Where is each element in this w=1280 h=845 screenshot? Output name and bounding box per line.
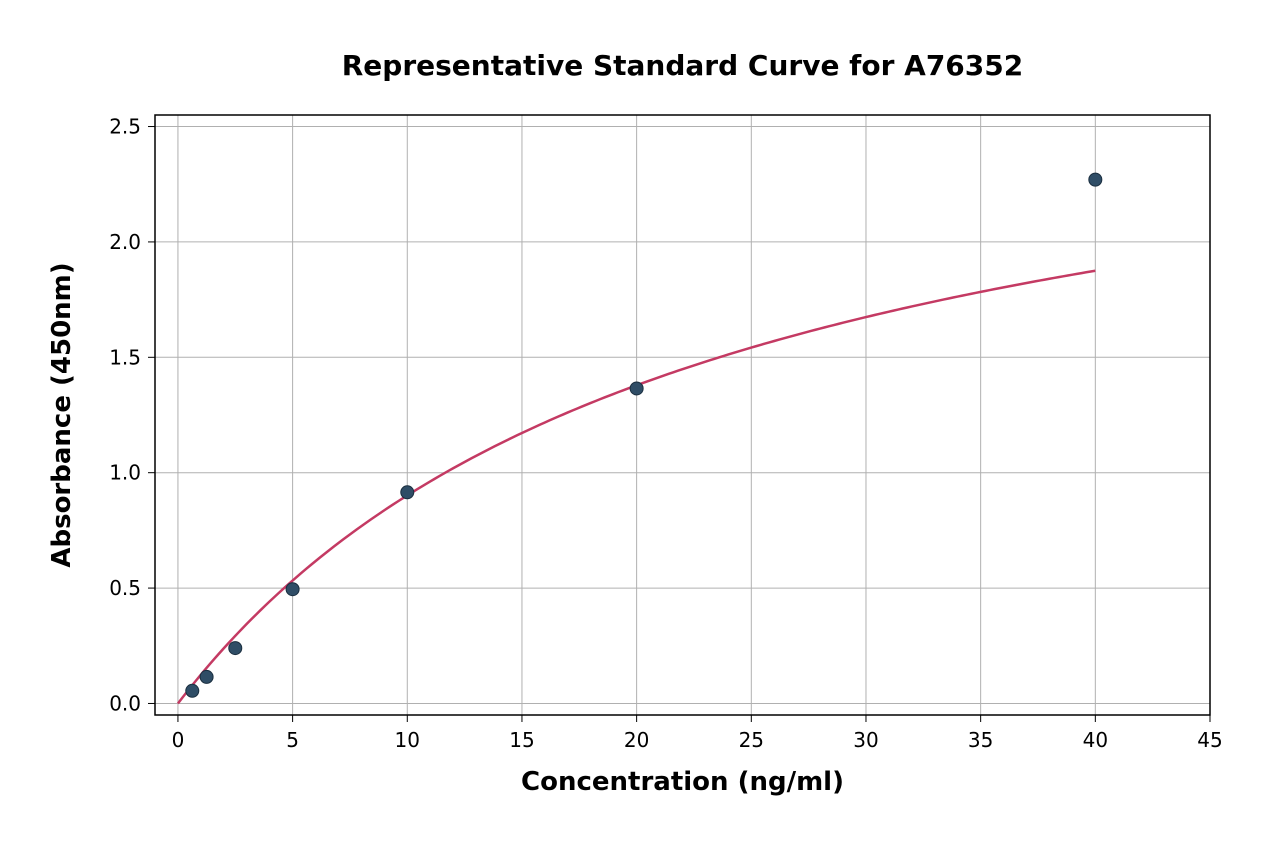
svg-text:5: 5 <box>286 728 299 752</box>
svg-text:20: 20 <box>624 728 649 752</box>
svg-text:1.0: 1.0 <box>109 461 141 485</box>
chart-title: Representative Standard Curve for A76352 <box>342 49 1024 82</box>
data-point <box>1089 173 1102 186</box>
data-point <box>630 382 643 395</box>
svg-text:0.5: 0.5 <box>109 576 141 600</box>
data-point <box>186 684 199 697</box>
svg-text:25: 25 <box>739 728 764 752</box>
svg-text:1.5: 1.5 <box>109 345 141 369</box>
data-point <box>401 486 414 499</box>
svg-text:10: 10 <box>395 728 420 752</box>
y-axis-ticks: 0.0 0.5 1.0 1.5 2.0 2.5 <box>109 115 155 716</box>
data-point <box>229 642 242 655</box>
y-axis-label: Absorbance (450nm) <box>47 262 77 567</box>
chart-svg: Representative Standard Curve for A76352… <box>0 0 1280 845</box>
chart-grid <box>155 115 1210 715</box>
svg-text:0: 0 <box>172 728 185 752</box>
svg-text:15: 15 <box>509 728 534 752</box>
x-axis-label: Concentration (ng/ml) <box>521 767 844 797</box>
svg-text:45: 45 <box>1197 728 1222 752</box>
svg-text:2.0: 2.0 <box>109 230 141 254</box>
svg-text:30: 30 <box>853 728 878 752</box>
x-axis-ticks: 0 5 10 15 20 25 30 35 40 45 <box>172 715 1223 752</box>
data-point <box>286 583 299 596</box>
svg-text:35: 35 <box>968 728 993 752</box>
svg-text:40: 40 <box>1083 728 1108 752</box>
data-point <box>200 670 213 683</box>
svg-text:0.0: 0.0 <box>109 691 141 715</box>
scatter-points <box>186 173 1102 697</box>
svg-text:2.5: 2.5 <box>109 115 141 139</box>
chart-spine <box>155 115 1210 715</box>
chart-container: Representative Standard Curve for A76352… <box>0 0 1280 845</box>
